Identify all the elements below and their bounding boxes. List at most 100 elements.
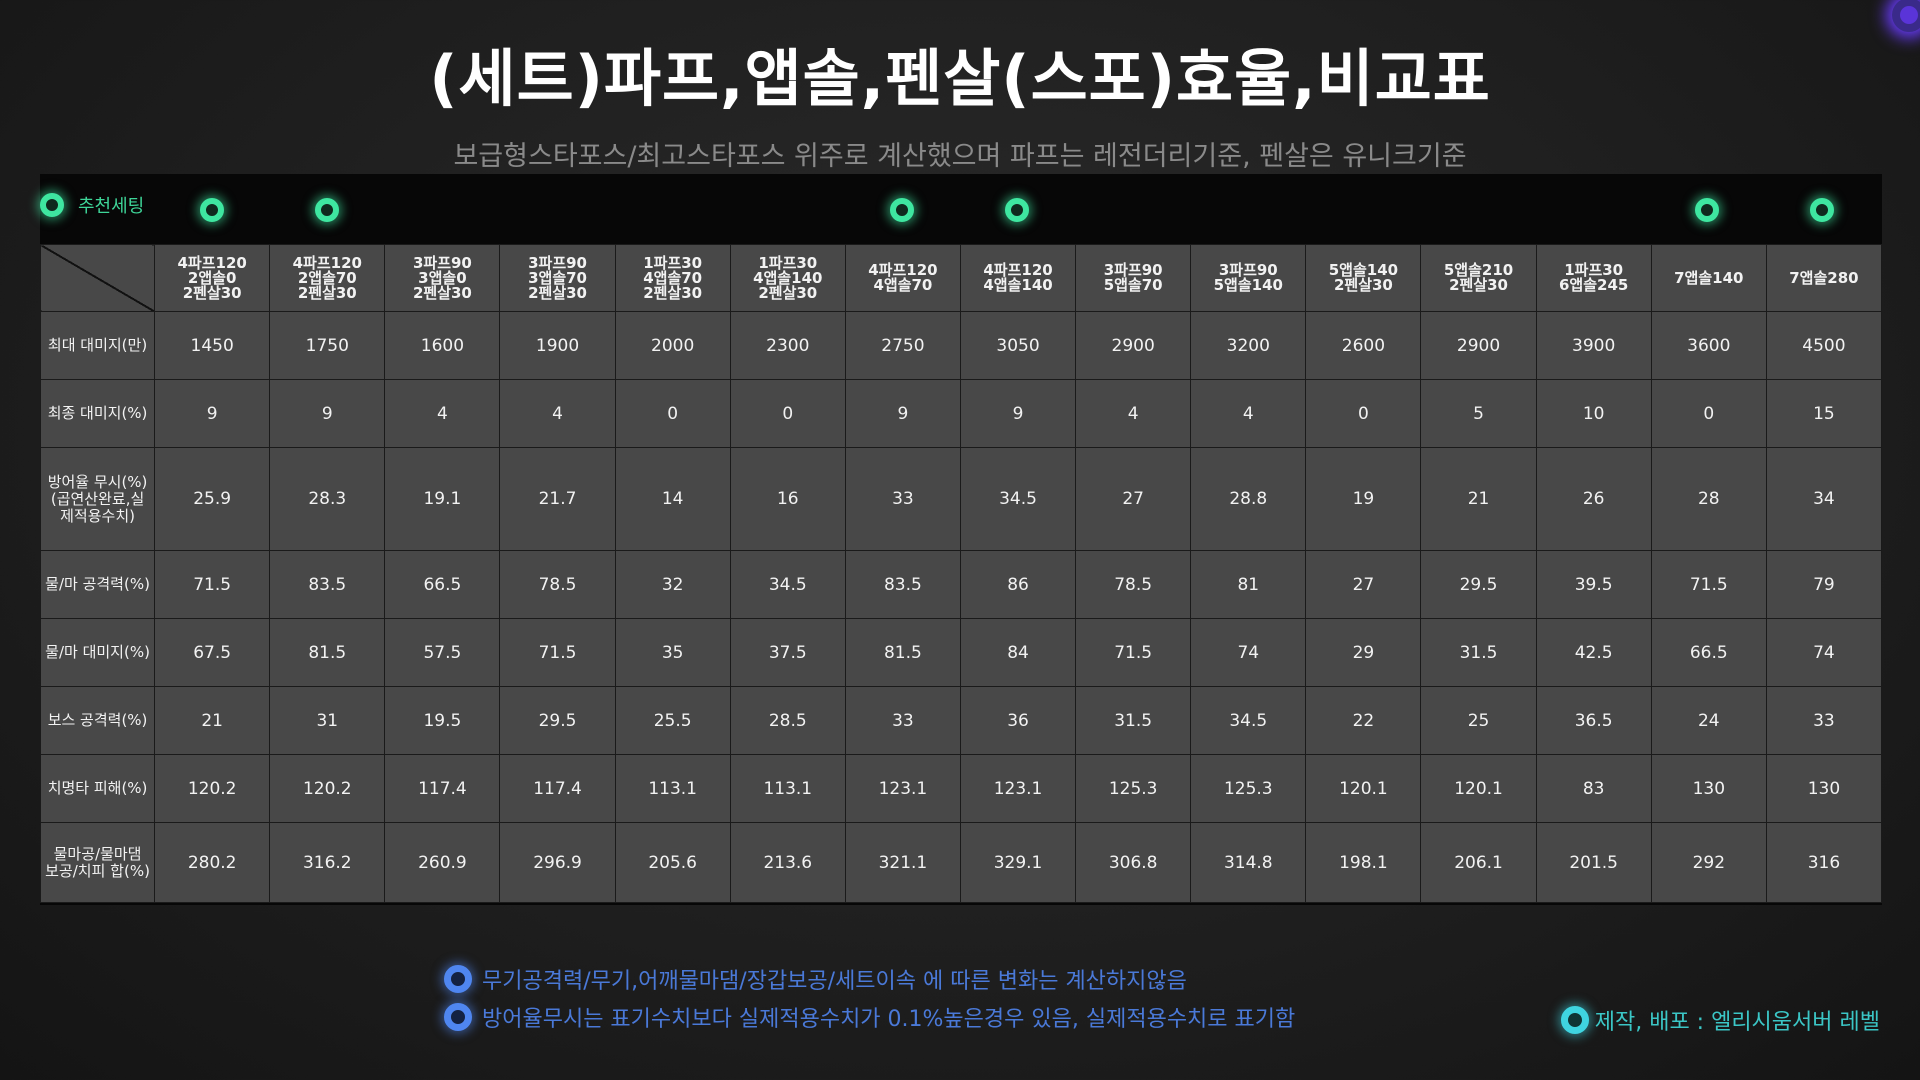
table-cell: 83.5	[269, 550, 386, 619]
table-cell: 206.1	[1420, 822, 1537, 903]
table-cell: 0	[729, 379, 846, 448]
table-cell: 28	[1650, 447, 1767, 551]
column-header-line: 3파프90	[1218, 261, 1278, 279]
table-cell: 0	[614, 379, 731, 448]
table-cell: 71.5	[154, 550, 271, 619]
column-header-line: 2펜살30	[182, 283, 242, 302]
page-subtitle: 보급형스타포스/최고스타포스 위주로 계산했으며 파프는 레전더리기준, 펜살은…	[453, 141, 1467, 172]
footnote-text: 방어율무시는 표기수치보다 실제적용수치가 0.1%높은경우 있음, 실제적용수…	[482, 1007, 1296, 1032]
recommended-marker-icon	[1809, 198, 1834, 222]
table-cell: 125.3	[1190, 754, 1307, 823]
credit-text: 제작, 배포 : 엘리시움서버 레벨	[1594, 1010, 1880, 1035]
column-header-line: 7앱솔280	[1789, 268, 1859, 287]
row-header: 치명타 피해(%)	[39, 754, 156, 823]
table-cell: 83.5	[844, 550, 961, 619]
table-cell: 79	[1765, 550, 1883, 619]
table-cell: 1750	[269, 311, 386, 380]
table-cell: 33	[1765, 686, 1883, 755]
table-cell: 321.1	[844, 822, 961, 903]
table-cell: 130	[1650, 754, 1767, 823]
table-cell: 74	[1190, 618, 1307, 687]
column-header-13: 1파프30 6앱솔245	[1535, 244, 1652, 312]
table-cell: 205.6	[614, 822, 731, 903]
table-cell: 1900	[499, 311, 616, 380]
table-cell: 316	[1765, 822, 1883, 903]
column-header-line: 2펜살30	[1333, 276, 1393, 294]
table-cell: 42.5	[1535, 618, 1652, 687]
comparison-table-panel: 추천세팅 4파프120 2앱솔0 2펜살30 4파프120 2앱솔70 2펜살30 3파프9…	[39, 174, 1883, 905]
table-cell: 19.1	[384, 447, 501, 551]
column-header-7: 4파프120 4앱솔70	[844, 244, 961, 312]
column-header-1: 4파프120 2앱솔0 2펜살30	[154, 244, 271, 312]
column-header-8: 4파프120 4앱솔140	[959, 244, 1077, 312]
table-cell: 39.5	[1535, 550, 1652, 619]
table-cell: 113.1	[614, 754, 731, 823]
row-header-line: 물/마 대미지(%)	[45, 643, 150, 661]
footnote-2: 방어율무시는 표기수치보다 실제적용수치가 0.1%높은경우 있음, 실제적용수…	[444, 998, 1295, 1036]
table-cell: 1600	[384, 311, 501, 380]
table-cell: 25.5	[614, 686, 731, 755]
table-cell: 16	[729, 447, 846, 551]
column-header-line: 5앱솔140	[1328, 261, 1399, 279]
table-cell: 24	[1650, 686, 1767, 755]
column-header-line: 3파프90	[412, 253, 472, 272]
note-bullet-icon	[444, 965, 472, 993]
table-cell: 34.5	[729, 550, 846, 619]
table-cell: 4	[1075, 379, 1192, 448]
row-header-line: 치명타 피해(%)	[47, 779, 148, 797]
table-cell: 31.5	[1420, 618, 1537, 687]
table-row: 최종 대미지(%) 9 9 4 4 0 0 9 9 4 4 0 5 10 0 15	[39, 379, 1883, 448]
footnote-text: 무기공격력/무기,어깨물마댐/장갑보공/세트이속 에 따른 변화는 계산하지않음	[482, 969, 1187, 994]
table-cell: 260.9	[384, 822, 501, 903]
table-cell: 33	[844, 447, 961, 551]
table-cell: 31	[269, 686, 386, 755]
note-bullet-icon	[444, 1003, 472, 1031]
row-header-line: (곱연산완료,실	[50, 489, 145, 508]
column-header-line: 3앱솔0	[418, 268, 467, 287]
table-cell: 120.1	[1305, 754, 1422, 823]
table-cell: 123.1	[844, 754, 961, 823]
recommended-marker-icon	[199, 198, 224, 222]
column-header-line: 2펜살30	[297, 283, 357, 302]
row-header-line: 보공/치피 합(%)	[45, 861, 150, 880]
table-cell: 81.5	[844, 618, 961, 687]
column-header-14: 7앱솔140	[1650, 244, 1767, 312]
table-row: 최대 대미지(만) 1450 1750 1600 1900 2000 2300 2750 305…	[39, 311, 1883, 380]
corner-decoration-dot	[1892, 0, 1920, 32]
row-header: 물/마 대미지(%)	[39, 618, 156, 687]
table-cell: 10	[1535, 379, 1652, 448]
table-cell: 71.5	[499, 618, 616, 687]
table-cell: 78.5	[499, 550, 616, 619]
table-cell: 3600	[1650, 311, 1767, 380]
table-cell: 2300	[729, 311, 846, 380]
table-row: 보스 공격력(%) 21 31 19.5 29.5 25.5 28.5 33 36 31.5 34.…	[39, 686, 1883, 755]
table-row: 치명타 피해(%) 120.2 120.2 117.4 117.4 113.1 113.1 1…	[39, 754, 1883, 823]
table-cell: 329.1	[959, 822, 1077, 903]
table-cell: 292	[1650, 822, 1767, 903]
table-cell: 306.8	[1075, 822, 1192, 903]
table-cell: 2000	[614, 311, 731, 380]
table-cell: 21	[154, 686, 271, 755]
table-cell: 19.5	[384, 686, 501, 755]
table-cell: 2900	[1075, 311, 1192, 380]
column-header-line: 2펜살30	[1449, 276, 1508, 294]
recommended-marker-icon	[889, 198, 914, 222]
column-header-line: 2펜살30	[412, 283, 472, 302]
table-cell: 2600	[1305, 311, 1422, 380]
table-cell: 1450	[154, 311, 271, 380]
row-header: 최종 대미지(%)	[39, 379, 156, 448]
table-cell: 34.5	[1190, 686, 1307, 755]
table-cell: 28.5	[729, 686, 846, 755]
column-header-4: 3파프90 3앱솔70 2펜살30	[499, 244, 616, 312]
row-header-line: 제적용수치)	[60, 506, 135, 525]
table-row: 물/마 대미지(%) 67.5 81.5 57.5 71.5 35 37.5 81.5 84 71…	[39, 618, 1883, 687]
table-cell: 28.8	[1190, 447, 1307, 551]
table-cell: 0	[1650, 379, 1767, 448]
table-cell: 37.5	[729, 618, 846, 687]
table-cell: 201.5	[1535, 822, 1652, 903]
table-cell: 280.2	[154, 822, 271, 903]
table-cell: 4500	[1765, 311, 1883, 380]
column-header-line: 2앱솔0	[187, 268, 237, 287]
footnotes: 무기공격력/무기,어깨물마댐/장갑보공/세트이속 에 따른 변화는 계산하지않음…	[444, 960, 1295, 1036]
column-header-line: 2펜살30	[528, 283, 587, 302]
